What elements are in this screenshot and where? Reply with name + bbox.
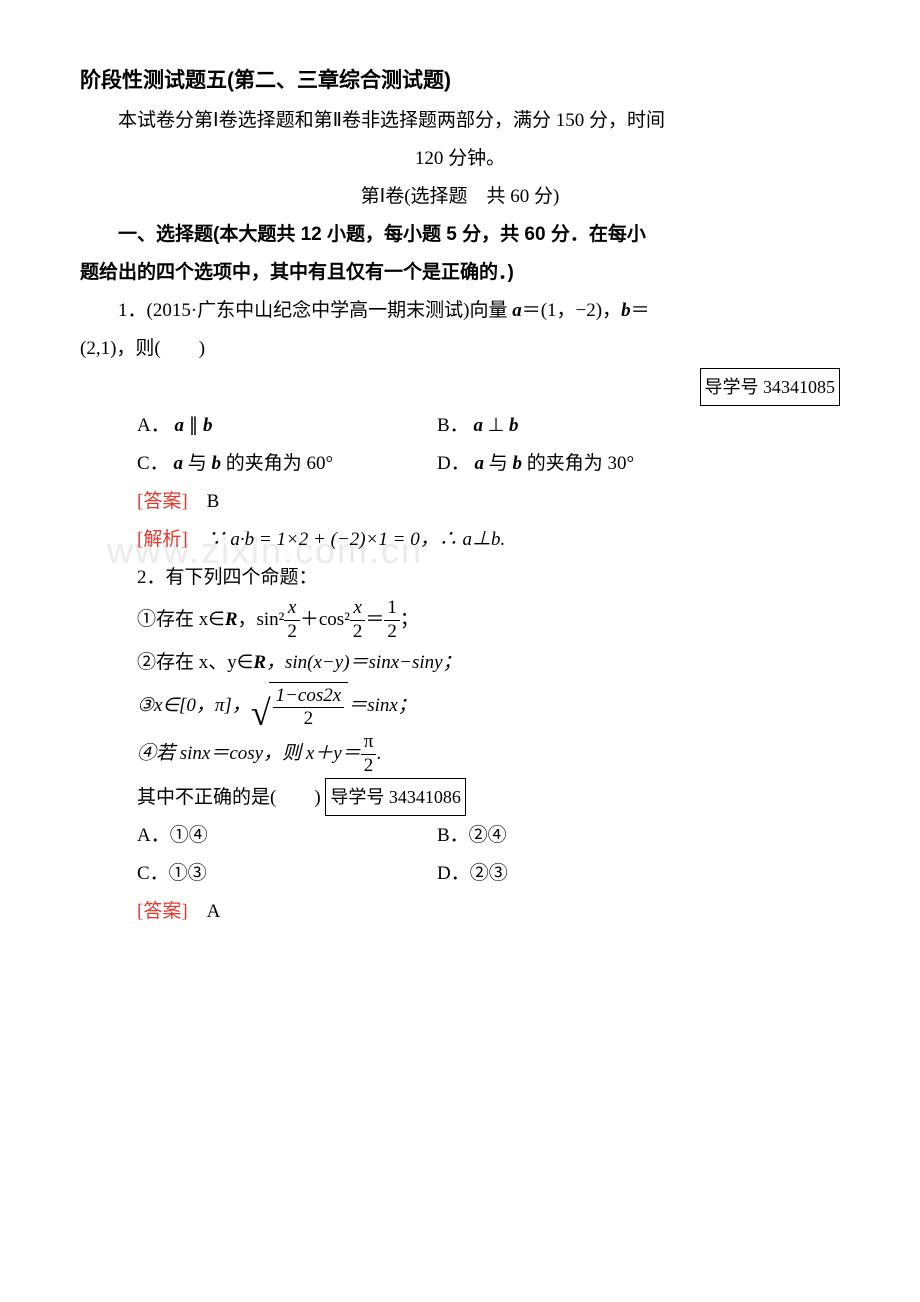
q2-tail-text: 其中不正确的是( ) <box>137 787 325 808</box>
q2-option-c: C．①③ <box>137 855 437 893</box>
page-title: 阶段性测试题五(第二、三章综合测试题) <box>80 60 840 102</box>
q2-row-ab: A．①④ B．②④ <box>137 817 840 855</box>
q2-statement-3: ③x∈[0，π]， √ 1−cos2x2 ＝sinx； <box>137 682 840 732</box>
q2-text: 2．有下列四个命题： <box>137 559 840 597</box>
q2-s2-R: R <box>253 652 266 673</box>
intro-line-1: 本试卷分第Ⅰ卷选择题和第Ⅱ卷非选择题两部分，满分 150 分，时间 <box>80 102 840 140</box>
q1-a-vec-b: b <box>203 415 213 436</box>
q1-d-end: 的夹角为 30° <box>527 453 634 474</box>
frac-den: 2 <box>284 621 300 644</box>
q1-a-label: A． <box>137 415 170 436</box>
intro-line-2: 120 分钟。 <box>80 140 840 178</box>
q1-option-c: C． a 与 b 的夹角为 60° <box>137 445 437 483</box>
q1-vector-a: a <box>512 300 522 321</box>
q2-s4-b: . <box>376 735 381 773</box>
q2-s3-c: ＝sinx； <box>348 687 417 725</box>
q1-b-vec-a: a <box>473 415 483 436</box>
q1-a-vec-a: a <box>174 415 184 436</box>
q1-d-mid: 与 <box>489 453 513 474</box>
q2-s3-frac: 1−cos2x2 <box>273 685 345 732</box>
frac-den: 2 <box>361 755 377 778</box>
section-instruction-text-b: 题给出的四个选项中，其中有且仅有一个是正确的．) <box>80 262 514 283</box>
q2-s1-e: ； <box>400 601 419 639</box>
q1-a-rel: ∥ <box>189 415 199 436</box>
section-instruction-text-a: 一、选择题(本大题共 12 小题，每小题 5 分，共 60 分．在每小 <box>118 224 646 245</box>
q2-s1-frac3: 12 <box>384 597 400 644</box>
q1-row-ab: A． a ∥ b B． a ⊥ b <box>137 407 840 445</box>
q1-option-b: B． a ⊥ b <box>437 407 519 445</box>
q2-statement-4: ④若 sinx＝cosy，则 x＋y＝ π2 . <box>137 731 840 778</box>
q2-option-b: B．②④ <box>437 817 507 855</box>
q1-row-cd: C． a 与 b 的夹角为 60° D． a 与 b 的夹角为 30° <box>137 445 840 483</box>
explain-label: [解析] <box>137 529 188 550</box>
q2-s3-sqrt: √ 1−cos2x2 <box>251 682 348 732</box>
sqrt-body: 1−cos2x2 <box>269 682 349 732</box>
q2-s1-c: ＋cos² <box>300 601 350 639</box>
q1-vector-b: b <box>621 300 631 321</box>
q2-statement-1: ①存在 x∈ R ，sin² x2 ＋cos² x2 ＝ 12 ； <box>137 597 840 644</box>
q1-text-c: ＝ <box>631 300 650 321</box>
section-instruction-b: 题给出的四个选项中，其中有且仅有一个是正确的．) <box>80 254 840 292</box>
frac-den: 2 <box>350 621 366 644</box>
q1-line2: (2,1)，则( ) <box>80 330 840 368</box>
q2-s2-b: ，sin(x−y)＝sinx−siny； <box>266 652 462 673</box>
q1-options: A． a ∥ b B． a ⊥ b C． a 与 b 的夹角为 60° D． a… <box>137 407 840 931</box>
section-instruction-a: 一、选择题(本大题共 12 小题，每小题 5 分，共 60 分．在每小 <box>80 216 840 254</box>
q2-s1-R: R <box>225 601 238 639</box>
q1-option-d: D． a 与 b 的夹角为 30° <box>437 445 634 483</box>
q2-row-cd: C．①③ D．②③ <box>137 855 840 893</box>
frac-num: 1−cos2x <box>273 685 345 709</box>
q2-answer: [答案] A <box>137 893 840 931</box>
frac-num: x <box>350 597 366 621</box>
q2-s1-frac1: x2 <box>284 597 300 644</box>
q2-option-d: D．②③ <box>437 855 508 893</box>
q1-c-label: C． <box>137 453 169 474</box>
q1-c-vec-a: a <box>173 453 183 474</box>
q2-option-a: A．①④ <box>137 817 437 855</box>
q2-s1-frac2: x2 <box>350 597 366 644</box>
q1-b-label: B． <box>437 415 469 436</box>
q1-explain: www.zixin.com.cn [解析] ∵ a·b = 1×2 + (−2)… <box>137 521 840 559</box>
answer-label: [答案] <box>137 901 188 922</box>
q1-explain-text: ∵ a·b = 1×2 + (−2)×1 = 0，∴ a⊥b. <box>188 529 506 550</box>
q2-s4-a: ④若 sinx＝cosy，则 x＋y＝ <box>137 735 361 773</box>
frac-num: 1 <box>384 597 400 621</box>
q1-b-rel: ⊥ <box>488 415 505 436</box>
q1-b-vec-b: b <box>509 415 519 436</box>
q1-option-a: A． a ∥ b <box>137 407 437 445</box>
q2-guide-box: 导学号 34341086 <box>325 778 466 816</box>
answer-label: [答案] <box>137 491 188 512</box>
q2-s3-a: ③x∈[0，π]， <box>137 687 251 725</box>
q2-s1-b: ，sin² <box>238 601 285 639</box>
q1-guide-box: 导学号 34341085 <box>700 368 841 406</box>
q1-d-vec-b: b <box>513 453 523 474</box>
q1-answer: [答案] B <box>137 483 840 521</box>
frac-den: 2 <box>273 708 345 731</box>
q2-tail: 其中不正确的是( ) 导学号 34341086 <box>137 778 840 817</box>
part1-heading: 第Ⅰ卷(选择题 共 60 分) <box>80 178 840 216</box>
q1-c-end: 的夹角为 60° <box>226 453 333 474</box>
frac-num: π <box>361 731 377 755</box>
q2-statement-2: ②存在 x、y∈R，sin(x−y)＝sinx−siny； <box>137 644 840 682</box>
q1-answer-value: B <box>188 491 220 512</box>
q1-c-vec-b: b <box>211 453 221 474</box>
frac-den: 2 <box>384 621 400 644</box>
q1-text-b: ＝(1，−2)， <box>522 300 621 321</box>
frac-num: x <box>284 597 300 621</box>
q1-text-a: 1．(2015·广东中山纪念中学高一期末测试)向量 <box>118 300 512 321</box>
q2-s1-d: ＝ <box>365 601 384 639</box>
q1-guide-row: 导学号 34341085 <box>80 368 840 407</box>
q2-s1-a: ①存在 x∈ <box>137 601 225 639</box>
q1-d-vec-a: a <box>474 453 484 474</box>
q1-d-label: D． <box>437 453 470 474</box>
q1-c-mid: 与 <box>188 453 212 474</box>
q2-s2-a: ②存在 x、y∈ <box>137 652 253 673</box>
q1-line1: 1．(2015·广东中山纪念中学高一期末测试)向量 a＝(1，−2)，b＝ <box>80 292 840 330</box>
q2-s4-frac: π2 <box>361 731 377 778</box>
q2-answer-value: A <box>188 901 221 922</box>
